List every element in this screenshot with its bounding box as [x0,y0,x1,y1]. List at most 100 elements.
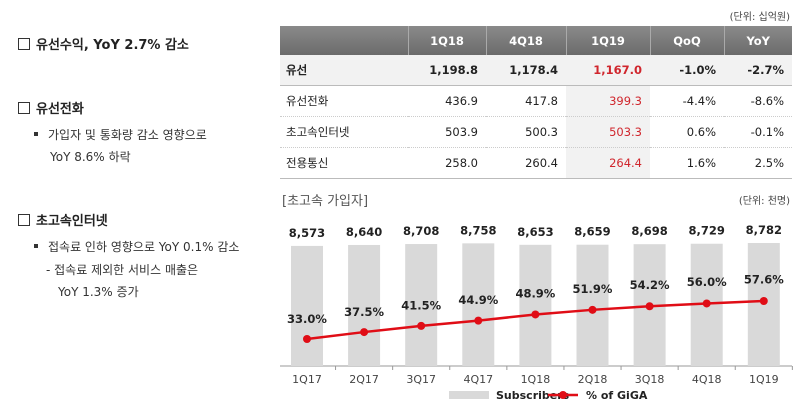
bar-label: 8,708 [403,224,439,238]
table-cell: 503.9 [408,116,486,148]
line-label: 37.5% [344,305,384,319]
bar-label: 8,698 [631,224,667,238]
bullet: 접속료 인하 영향으로 YoY 0.1% 감소 [34,238,239,255]
table-cell: 500.3 [486,116,566,148]
table-cell: -1.0% [650,55,724,86]
table-cell: -0.1% [724,116,792,148]
x-tick-label: 1Q18 [521,373,551,386]
table-cell: 유선전화 [280,85,408,117]
column-header [280,26,408,55]
bullet-text: 가입자 및 통화량 감소 영향으로 [48,128,207,142]
line-label: 54.2% [630,278,670,292]
table-cell: 260.4 [486,147,566,179]
section-wired-phone: 유선전화 [18,98,84,117]
table-cell: 503.3 [566,116,650,148]
table-cell: 유선 [280,55,408,86]
bar-label: 8,640 [346,225,382,239]
table-row: 전용통신 258.0 260.4 264.4 1.6% 2.5% [280,147,792,179]
bullet: 가입자 및 통화량 감소 영향으로 [34,126,207,143]
giga-point [303,335,311,344]
bullet-icon [34,132,38,136]
line-label: 56.0% [687,275,727,289]
bar-label: 8,782 [746,223,782,237]
x-tick-label: 1Q19 [749,373,779,386]
bullet-text: YoY 8.6% 하락 [50,150,131,164]
x-tick-label: 4Q18 [692,373,722,386]
section-title: 유선전화 [36,102,84,117]
table-row: 유선전화 436.9 417.8 399.3 -4.4% -8.6% [280,85,792,117]
x-tick-label: 1Q17 [292,373,322,386]
section-wired-revenue: 유선수익, YoY 2.7% 감소 [18,34,189,53]
bar-label: 8,653 [517,225,553,239]
table-cell: -2.7% [724,55,792,86]
giga-point [474,316,483,325]
table-cell: 전용통신 [280,147,408,179]
x-tick-label: 3Q17 [406,373,436,386]
x-tick-label: 4Q17 [463,373,493,386]
table-cell: 1,198.8 [408,55,486,86]
giga-point [360,328,369,337]
legend-line-marker [559,391,567,399]
table-cell: 1.6% [650,147,724,179]
table-cell: 417.8 [486,85,566,117]
table-cell: 0.6% [650,116,724,148]
checkbox-icon [18,214,30,226]
sub-bullet-text: YoY 1.3% 증가 [58,285,139,299]
column-header: 1Q18 [407,26,486,55]
table-cell: 초고속인터넷 [280,116,408,148]
table-cell: 2.5% [724,147,792,179]
checkbox-icon [18,38,30,50]
giga-point [531,310,540,319]
section-internet: 초고속인터넷 [18,210,108,229]
table-cell: 1,178.4 [486,55,566,86]
line-label: 33.0% [287,312,327,326]
giga-point [759,297,768,306]
table-cell: 399.3 [566,85,650,117]
column-header: 1Q19 [565,26,650,55]
checkbox-icon [18,102,30,114]
table-row: 유선 1,198.8 1,178.4 1,167.0 -1.0% -2.7% [280,55,792,86]
bar [576,244,609,366]
table-cell: 1,167.0 [566,55,650,86]
bar [462,243,495,366]
table-row: 초고속인터넷 503.9 500.3 503.3 0.6% -0.1% [280,116,792,148]
table-cell: 436.9 [408,85,486,117]
line-label: 44.9% [458,293,498,307]
bar [291,245,323,366]
bar-label: 8,729 [689,224,725,238]
section-title: 유선수익, YoY 2.7% 감소 [36,38,189,53]
table-cell: 258.0 [408,147,486,179]
giga-point [702,299,711,308]
table-cell: 264.4 [566,147,650,179]
bar-label: 8,659 [574,225,610,239]
giga-point [417,321,426,330]
bullet-text: 접속료 인하 영향으로 YoY 0.1% 감소 [48,240,240,254]
revenue-table: 1Q18 4Q18 1Q19 QoQ YoY 유선 1,198.8 1,178.4 1,167… [280,26,792,179]
x-tick-label: 3Q18 [635,373,665,386]
bar [519,244,552,366]
table-unit: (단위: 십억원) [729,12,790,23]
legend-bar-swatch [449,391,489,399]
legend-giga: % of GiGA [586,389,648,402]
x-tick-label: 2Q17 [349,373,379,386]
bar-label: 8,573 [289,226,325,240]
line-label: 51.9% [573,282,613,296]
column-header: YoY [723,26,792,55]
column-header: 4Q18 [485,26,566,55]
line-label: 57.6% [744,272,784,286]
line-label: 41.5% [401,298,441,312]
bullet-icon [34,244,38,248]
table-cell: -4.4% [650,85,724,117]
bar [405,244,438,366]
chart-unit: (단위: 천명) [738,196,790,207]
giga-point [588,305,597,314]
chart-title: [초고속 가입자] [282,194,369,209]
table-cell: -8.6% [724,85,792,117]
bar-label: 8,758 [460,223,496,237]
giga-point [645,302,654,311]
bar [348,244,381,366]
x-tick-label: 2Q18 [578,373,608,386]
section-title: 초고속인터넷 [36,214,108,229]
column-header: QoQ [649,26,724,55]
